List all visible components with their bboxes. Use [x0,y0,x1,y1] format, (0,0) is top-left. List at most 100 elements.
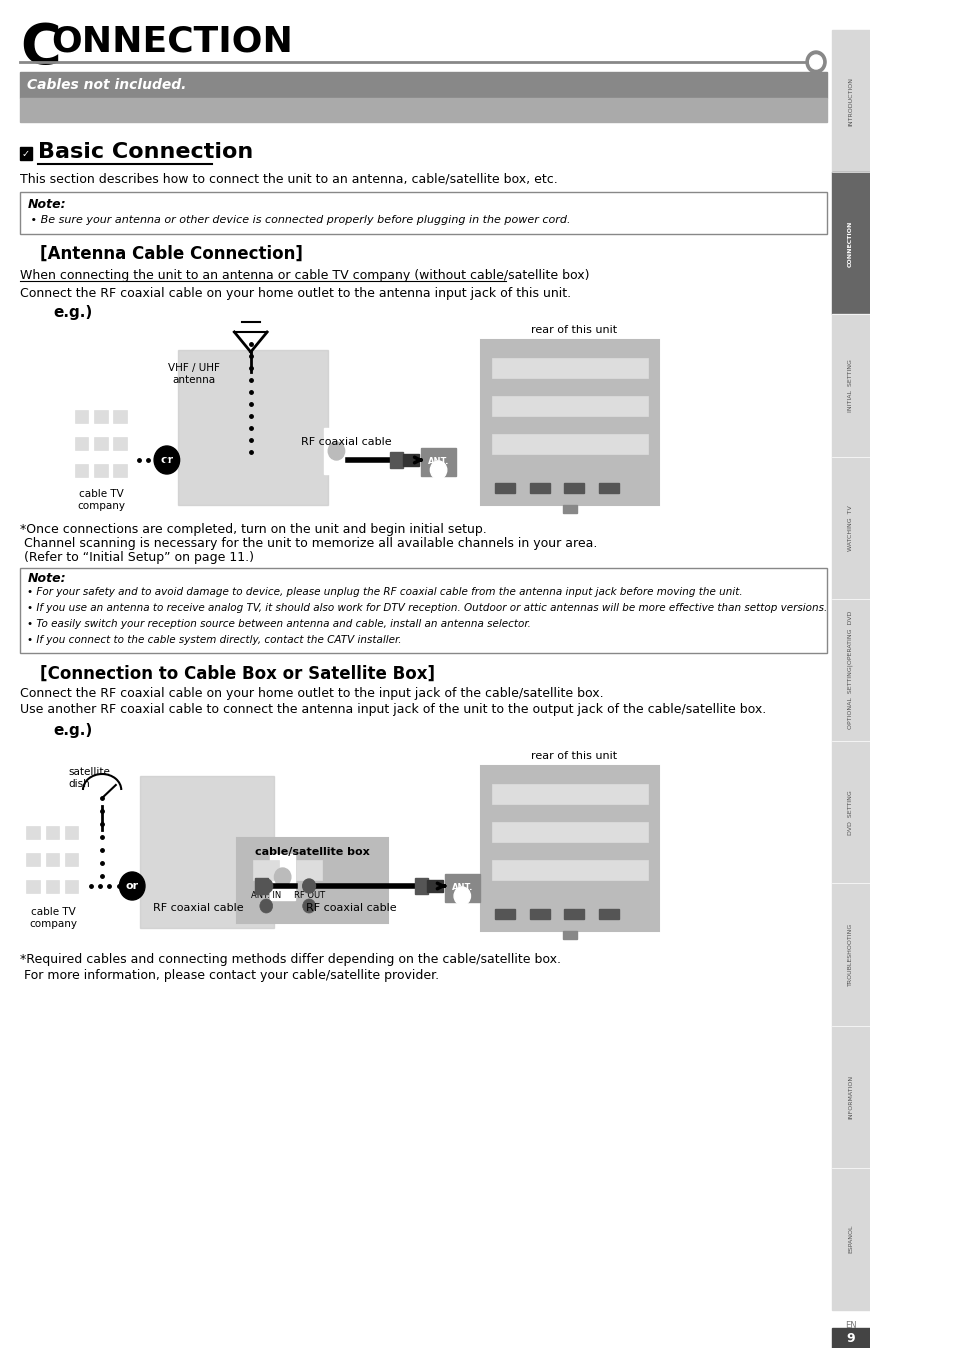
Bar [564,909,584,919]
Text: ANT.: ANT. [428,457,449,466]
Text: or: or [126,882,138,891]
Circle shape [154,446,179,474]
Bar [113,437,127,450]
Bar [46,853,59,865]
Bar [598,483,618,493]
Bar [20,568,826,652]
Circle shape [119,872,145,900]
Text: For more information, please contact your cable/satellite provider.: For more information, please contact you… [20,969,438,983]
Bar [236,838,387,923]
Text: CONNECTION: CONNECTION [847,220,852,267]
Text: cable TV
company: cable TV company [77,489,125,511]
Bar [421,448,456,476]
Bar [46,880,59,892]
Text: satellite
dish: satellite dish [69,767,111,789]
Bar [481,340,659,506]
Text: Basic Connection: Basic Connection [38,142,253,162]
Bar [27,880,40,892]
Text: C: C [20,22,61,75]
Bar [831,883,869,1026]
Bar [831,1167,869,1310]
Text: e.g.): e.g.) [52,305,92,319]
Bar [495,909,515,919]
Circle shape [454,887,470,905]
Bar [831,457,869,599]
Bar [65,826,78,838]
Text: *Required cables and connecting methods differ depending on the cable/satellite : *Required cables and connecting methods … [20,953,560,967]
Text: cable/satellite box: cable/satellite box [254,847,369,857]
Text: • For your safety and to avoid damage to device, please unplug the RF coaxial ca: • For your safety and to avoid damage to… [28,586,742,597]
Bar [253,860,278,880]
Bar [65,853,78,865]
Text: RF coaxial cable: RF coaxial cable [305,903,395,913]
Bar [46,826,59,838]
Bar [93,464,108,477]
Bar [564,483,584,493]
Bar [177,350,328,506]
Text: cable TV
company: cable TV company [29,907,77,929]
Text: e.g.): e.g.) [52,723,92,737]
Text: Use another RF coaxial cable to connect the antenna input jack of the unit to th: Use another RF coaxial cable to connect … [20,702,765,716]
Bar [255,878,268,894]
Text: RF OUT: RF OUT [294,891,324,900]
Bar [415,878,427,894]
Bar [831,314,869,457]
Text: rear of this unit: rear of this unit [531,325,617,336]
Bar [74,410,89,423]
Bar [831,599,869,741]
Bar [492,785,648,803]
Text: ✓: ✓ [22,150,30,159]
Text: DVD  SETTING: DVD SETTING [847,790,852,834]
Circle shape [430,461,446,479]
Text: Note:: Note: [28,198,66,210]
Bar [529,483,549,493]
Text: EN: EN [844,1321,856,1330]
Text: (Refer to “Initial Setup” on page 11.): (Refer to “Initial Setup” on page 11.) [20,551,253,565]
Circle shape [302,879,315,892]
Bar [27,853,40,865]
Bar [390,452,402,468]
Text: OPTIONAL  SETTING|OPERATING  DVD: OPTIONAL SETTING|OPERATING DVD [847,611,853,729]
Circle shape [302,899,315,913]
Bar [492,860,648,880]
Bar [492,396,648,417]
Circle shape [809,55,821,69]
Text: Channel scanning is necessary for the unit to memorize all available channels in: Channel scanning is necessary for the un… [20,538,597,550]
Text: or: or [160,456,173,465]
Bar [20,191,826,235]
Bar [444,874,479,902]
Bar [139,776,274,927]
Bar [481,766,659,931]
Bar [69,390,133,488]
Bar [27,826,40,838]
Bar [296,860,321,880]
Circle shape [259,879,273,892]
Bar [20,147,31,160]
Text: INITIAL  SETTING: INITIAL SETTING [847,359,852,412]
Text: • To easily switch your reception source between antenna and cable, install an a: • To easily switch your reception source… [28,619,531,630]
Text: [Antenna Cable Connection]: [Antenna Cable Connection] [40,245,303,263]
Bar [20,71,826,98]
Bar [270,855,295,900]
Text: • If you use an antenna to receive analog TV, it should also work for DTV recept: • If you use an antenna to receive analo… [28,603,827,613]
Text: • Be sure your antenna or other device is connected properly before plugging in : • Be sure your antenna or other device i… [28,214,570,225]
Text: Cables not included.: Cables not included. [28,78,187,92]
Text: VHF / UHF
antenna: VHF / UHF antenna [168,363,220,384]
Bar [402,454,419,466]
Bar [831,30,869,173]
Bar [831,1328,869,1348]
Text: This section describes how to connect the unit to an antenna, cable/satellite bo: This section describes how to connect th… [20,173,558,186]
Bar [492,434,648,454]
Text: INFORMATION: INFORMATION [847,1074,852,1119]
Bar [426,880,442,892]
Bar [831,741,869,883]
Text: RF coaxial cable: RF coaxial cable [301,437,392,448]
Bar [529,909,549,919]
Bar [831,173,869,314]
Text: Note:: Note: [28,572,66,585]
Bar [20,98,826,123]
Bar [74,464,89,477]
Circle shape [259,899,273,913]
Bar [831,1026,869,1167]
Text: Connect the RF coaxial cable on your home outlet to the antenna input jack of th: Connect the RF coaxial cable on your hom… [20,287,571,301]
